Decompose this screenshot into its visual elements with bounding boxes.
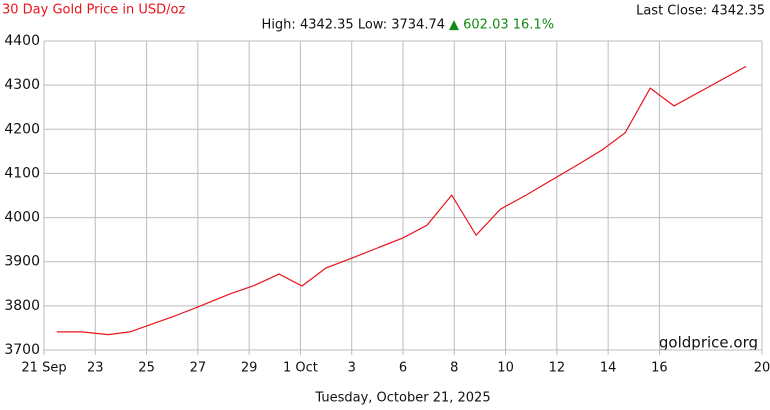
change: ▲ 602.03 16.1% [449, 18, 554, 33]
x-tick-label: 8 [450, 361, 458, 376]
x-tick-label: 21 Sep [21, 361, 66, 376]
x-tick-label: 20 [754, 361, 770, 376]
y-tick-label: 4100 [4, 165, 40, 181]
x-tick-label: 12 [549, 361, 566, 376]
x-tick-label: 16 [651, 361, 668, 376]
x-tick-label: 27 [190, 361, 207, 376]
chart-title: 30 Day Gold Price in USD/oz [2, 3, 185, 18]
stats: High: 4342.35 Low: 3734.74 [262, 18, 445, 33]
x-tick-label: 23 [87, 361, 104, 376]
last-close: Last Close: 4342.35 [636, 4, 765, 19]
x-tick-label: 6 [399, 361, 407, 376]
x-tick-label: 29 [241, 361, 258, 376]
y-tick-label: 4400 [4, 33, 40, 49]
y-tick-label: 3800 [4, 298, 40, 314]
y-tick-label: 4300 [4, 77, 40, 93]
watermark: goldprice.org [659, 334, 758, 352]
y-tick-label: 3700 [4, 342, 40, 358]
x-tick-label: 1 Oct [283, 361, 318, 376]
x-tick-label: 14 [600, 361, 617, 376]
y-tick-label: 3900 [4, 254, 40, 270]
x-axis-label: Tuesday, October 21, 2025 [314, 391, 490, 406]
x-tick-label: 25 [138, 361, 155, 376]
y-tick-label: 4000 [4, 210, 40, 226]
y-tick-label: 4200 [4, 121, 40, 137]
x-tick-label: 3 [348, 361, 356, 376]
x-tick-label: 10 [497, 361, 514, 376]
price-line [56, 65, 747, 336]
